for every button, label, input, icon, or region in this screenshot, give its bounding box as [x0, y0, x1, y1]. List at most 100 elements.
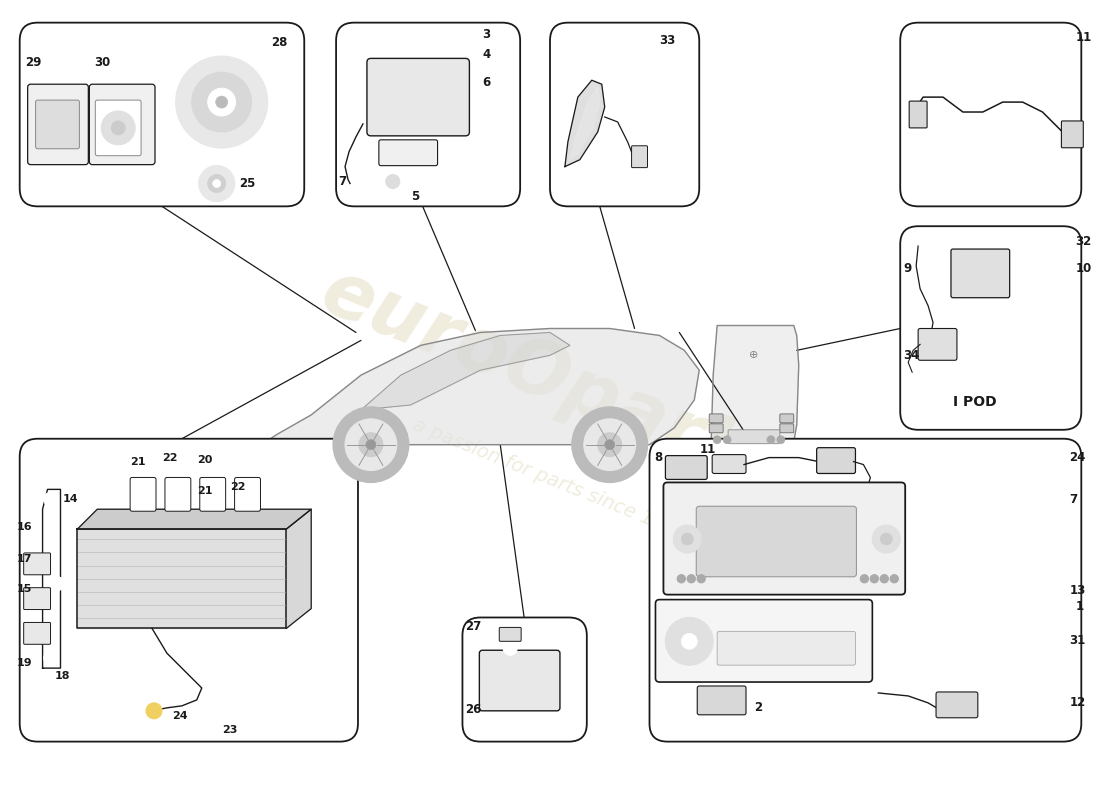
- Text: 8: 8: [654, 451, 662, 464]
- FancyBboxPatch shape: [649, 438, 1081, 742]
- Text: 28: 28: [272, 36, 288, 49]
- FancyBboxPatch shape: [24, 553, 51, 574]
- Text: 33: 33: [659, 34, 675, 47]
- Text: 12: 12: [1069, 696, 1086, 710]
- Text: I POD: I POD: [953, 395, 997, 409]
- Circle shape: [697, 574, 705, 582]
- FancyBboxPatch shape: [936, 692, 978, 718]
- Text: 13: 13: [1069, 584, 1086, 597]
- Circle shape: [216, 96, 228, 108]
- FancyBboxPatch shape: [900, 22, 1081, 206]
- Circle shape: [890, 574, 899, 582]
- Text: 30: 30: [95, 56, 111, 69]
- Circle shape: [111, 121, 125, 135]
- Text: 24: 24: [172, 710, 187, 721]
- Text: euroOparts: euroOparts: [310, 254, 790, 506]
- Circle shape: [870, 574, 878, 582]
- FancyBboxPatch shape: [234, 478, 261, 511]
- Text: 4: 4: [482, 48, 491, 61]
- Circle shape: [212, 179, 221, 187]
- Text: 11: 11: [1076, 31, 1091, 44]
- FancyBboxPatch shape: [89, 84, 155, 165]
- Circle shape: [359, 433, 383, 457]
- Text: 23: 23: [222, 725, 236, 734]
- FancyBboxPatch shape: [367, 58, 470, 136]
- FancyBboxPatch shape: [710, 414, 723, 423]
- Polygon shape: [77, 510, 311, 529]
- Text: 15: 15: [16, 584, 32, 594]
- FancyBboxPatch shape: [96, 100, 141, 156]
- Polygon shape: [262, 329, 700, 445]
- Text: 7: 7: [338, 175, 346, 188]
- FancyBboxPatch shape: [200, 478, 225, 511]
- FancyBboxPatch shape: [656, 600, 872, 682]
- FancyBboxPatch shape: [728, 430, 780, 444]
- Circle shape: [767, 436, 774, 444]
- Circle shape: [860, 574, 868, 582]
- Text: 34: 34: [903, 349, 920, 362]
- Circle shape: [666, 618, 713, 665]
- FancyBboxPatch shape: [35, 100, 79, 149]
- Circle shape: [333, 407, 409, 482]
- Circle shape: [777, 436, 784, 444]
- Text: 16: 16: [16, 522, 32, 532]
- Circle shape: [51, 577, 65, 590]
- Circle shape: [723, 436, 732, 444]
- Text: 31: 31: [1069, 634, 1086, 647]
- Circle shape: [605, 440, 615, 450]
- Text: 5: 5: [410, 190, 419, 203]
- Circle shape: [345, 419, 397, 470]
- Text: 20: 20: [197, 454, 212, 465]
- FancyBboxPatch shape: [130, 478, 156, 511]
- Circle shape: [386, 174, 399, 189]
- Text: 9: 9: [903, 262, 912, 275]
- Circle shape: [872, 525, 900, 553]
- Text: 19: 19: [16, 658, 32, 668]
- Circle shape: [101, 111, 135, 145]
- Text: 11: 11: [700, 443, 715, 456]
- FancyBboxPatch shape: [20, 22, 305, 206]
- Circle shape: [366, 440, 376, 450]
- Text: 22: 22: [162, 453, 177, 462]
- FancyBboxPatch shape: [710, 424, 723, 433]
- FancyBboxPatch shape: [712, 454, 746, 474]
- Text: ⊕: ⊕: [749, 350, 759, 360]
- Text: 27: 27: [465, 620, 482, 633]
- FancyBboxPatch shape: [165, 478, 190, 511]
- FancyBboxPatch shape: [663, 482, 905, 594]
- FancyBboxPatch shape: [918, 329, 957, 360]
- FancyBboxPatch shape: [900, 226, 1081, 430]
- FancyBboxPatch shape: [480, 650, 560, 711]
- Circle shape: [713, 436, 722, 444]
- Text: 22: 22: [230, 482, 245, 492]
- FancyBboxPatch shape: [462, 618, 586, 742]
- Circle shape: [688, 574, 695, 582]
- Circle shape: [348, 184, 359, 195]
- Polygon shape: [570, 87, 600, 160]
- Circle shape: [208, 174, 226, 193]
- Circle shape: [681, 533, 693, 545]
- FancyBboxPatch shape: [717, 631, 856, 665]
- Text: 21: 21: [197, 486, 212, 496]
- Text: 32: 32: [1076, 234, 1091, 248]
- FancyBboxPatch shape: [337, 22, 520, 206]
- FancyBboxPatch shape: [666, 456, 707, 479]
- FancyBboxPatch shape: [910, 101, 927, 128]
- FancyBboxPatch shape: [697, 686, 746, 714]
- Circle shape: [880, 533, 892, 545]
- FancyBboxPatch shape: [499, 627, 521, 642]
- Text: 10: 10: [1076, 262, 1091, 275]
- Circle shape: [572, 407, 648, 482]
- Polygon shape: [77, 529, 286, 629]
- FancyBboxPatch shape: [550, 22, 700, 206]
- FancyBboxPatch shape: [20, 438, 358, 742]
- Text: 24: 24: [1069, 451, 1086, 464]
- FancyBboxPatch shape: [24, 622, 51, 644]
- Circle shape: [199, 166, 234, 202]
- FancyBboxPatch shape: [631, 146, 648, 168]
- Circle shape: [146, 703, 162, 718]
- Circle shape: [208, 88, 235, 116]
- Text: 21: 21: [130, 457, 145, 466]
- Text: 25: 25: [240, 177, 256, 190]
- FancyBboxPatch shape: [952, 249, 1010, 298]
